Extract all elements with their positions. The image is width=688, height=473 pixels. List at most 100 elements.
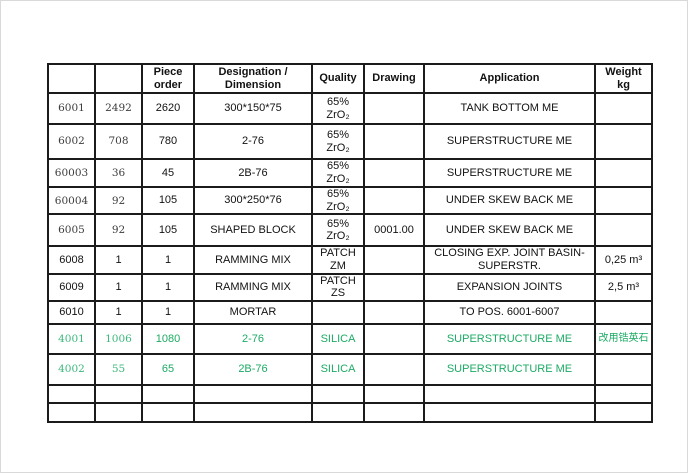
cell-pos: 6005	[47, 213, 96, 248]
cell-weight	[594, 123, 653, 160]
cell-pos: 4002	[47, 352, 96, 386]
cell-designation	[193, 401, 313, 423]
cell-application: SUPERSTRUCTURE ME	[423, 123, 596, 160]
cell-drawing	[363, 245, 425, 275]
cell-designation: 300*250*76	[193, 185, 313, 216]
cell-qty: 55	[94, 352, 143, 386]
cell-application: CLOSING EXP. JOINT BASIN-SUPERSTR.	[423, 245, 596, 275]
cell-piece: 105	[141, 185, 195, 216]
cell-designation: 300*150*75	[193, 92, 313, 125]
cell-weight	[594, 383, 653, 404]
cell-weight	[594, 352, 653, 386]
cell-application: TANK BOTTOM ME	[423, 92, 596, 125]
cell-application: SUPERSTRUCTURE ME	[423, 352, 596, 386]
cell-designation: 2-76	[193, 322, 313, 355]
table-row: 4002 55 65 2B-76 SILICA SUPERSTRUCTURE ME	[47, 352, 653, 386]
cell-drawing	[363, 185, 425, 216]
cell-drawing	[363, 352, 425, 386]
header-designation: Designation / Dimension	[193, 63, 313, 94]
cell-piece	[141, 383, 195, 404]
header-pos	[47, 63, 96, 94]
cell-drawing	[363, 322, 425, 355]
cell-piece	[141, 401, 195, 423]
table-row: 6002 708 780 2-76 65% ZrO₂ SUPERSTRUCTURE ME	[47, 123, 653, 160]
cell-piece: 1	[141, 299, 195, 325]
cell-qty	[94, 383, 143, 404]
cell-application: UNDER SKEW BACK ME	[423, 185, 596, 216]
cell-qty: 1	[94, 272, 143, 302]
cell-application: UNDER SKEW BACK ME	[423, 213, 596, 248]
header-piece-order: Piece order	[141, 63, 195, 94]
cell-pos: 6010	[47, 299, 96, 325]
cell-quality: 65% ZrO₂	[311, 213, 365, 248]
cell-piece: 65	[141, 352, 195, 386]
cell-weight	[594, 185, 653, 216]
cell-weight	[594, 92, 653, 125]
cell-pos: 60003	[47, 158, 96, 188]
cell-piece: 1	[141, 245, 195, 275]
cell-quality: SILICA	[311, 352, 365, 386]
cell-drawing	[363, 123, 425, 160]
cell-drawing	[363, 272, 425, 302]
cell-designation: RAMMING MIX	[193, 245, 313, 275]
cell-designation: RAMMING MIX	[193, 272, 313, 302]
table-row: 6005 92 105 SHAPED BLOCK 65% ZrO₂ 0001.00 UNDE…	[47, 213, 653, 248]
cell-pos: 6001	[47, 92, 96, 125]
table-row	[47, 401, 653, 423]
cell-application: EXPANSION JOINTS	[423, 272, 596, 302]
cell-quality: 65% ZrO₂	[311, 158, 365, 188]
header-drawing: Drawing	[363, 63, 425, 94]
cell-weight	[594, 299, 653, 325]
header-row: Piece order Designation / Dimension Qual…	[47, 63, 653, 94]
cell-qty: 1	[94, 245, 143, 275]
cell-designation: SHAPED BLOCK	[193, 213, 313, 248]
cell-qty: 1006	[94, 322, 143, 355]
cell-qty	[94, 401, 143, 423]
cell-quality	[311, 383, 365, 404]
cell-weight: 0,25 m³	[594, 245, 653, 275]
cell-piece: 2620	[141, 92, 195, 125]
cell-pos: 6009	[47, 272, 96, 302]
cell-application	[423, 383, 596, 404]
cell-quality: 65% ZrO₂	[311, 185, 365, 216]
cell-pos: 6002	[47, 123, 96, 160]
table-row: 6010 1 1 MORTAR TO POS. 6001-6007	[47, 299, 653, 325]
cell-qty: 92	[94, 185, 143, 216]
cell-weight	[594, 158, 653, 188]
parts-table: Piece order Designation / Dimension Qual…	[47, 63, 653, 423]
cell-weight: 改用锆英石	[594, 322, 653, 355]
header-application: Application	[423, 63, 596, 94]
cell-quality	[311, 299, 365, 325]
table-row: 6009 1 1 RAMMING MIX PATCH ZS EXPANSION JOINT…	[47, 272, 653, 302]
table-row: 4001 1006 1080 2-76 SILICA SUPERSTRUCTURE ME 改…	[47, 322, 653, 355]
cell-drawing: 0001.00	[363, 213, 425, 248]
cell-quality: SILICA	[311, 322, 365, 355]
cell-drawing	[363, 299, 425, 325]
cell-pos: 6008	[47, 245, 96, 275]
cell-qty: 92	[94, 213, 143, 248]
cell-designation: 2B-76	[193, 158, 313, 188]
table-row: 6001 2492 2620 300*150*75 65% ZrO₂ TANK BOTTO…	[47, 92, 653, 125]
cell-weight	[594, 213, 653, 248]
cell-weight: 2,5 m³	[594, 272, 653, 302]
cell-quality: 65% ZrO₂	[311, 123, 365, 160]
cell-application: SUPERSTRUCTURE ME	[423, 158, 596, 188]
cell-pos: 60004	[47, 185, 96, 216]
cell-designation	[193, 383, 313, 404]
table-row	[47, 383, 653, 404]
cell-weight	[594, 401, 653, 423]
table-row: 60004 92 105 300*250*76 65% ZrO₂ UNDER SKEW B…	[47, 185, 653, 216]
cell-qty: 2492	[94, 92, 143, 125]
cell-drawing	[363, 92, 425, 125]
header-weight: Weight kg	[594, 63, 653, 94]
cell-drawing	[363, 158, 425, 188]
cell-pos: 4001	[47, 322, 96, 355]
cell-designation: MORTAR	[193, 299, 313, 325]
cell-quality: 65% ZrO₂	[311, 92, 365, 125]
cell-qty: 36	[94, 158, 143, 188]
header-qty	[94, 63, 143, 94]
cell-quality: PATCH ZS	[311, 272, 365, 302]
table-row: 6008 1 1 RAMMING MIX PATCH ZM CLOSING EXP. JO…	[47, 245, 653, 275]
cell-application	[423, 401, 596, 423]
